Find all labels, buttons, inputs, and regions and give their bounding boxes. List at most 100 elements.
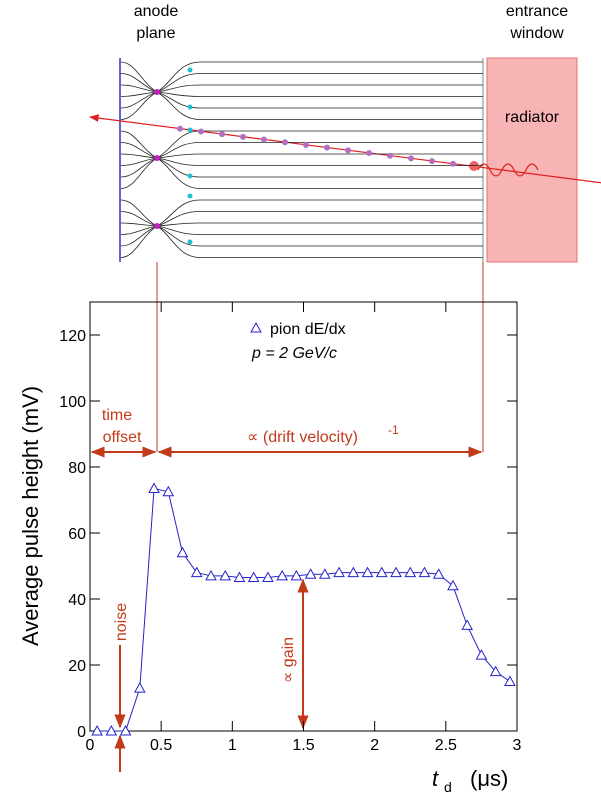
legend-symbol [250, 321, 262, 333]
field-line [156, 222, 483, 227]
anode-wire [154, 155, 160, 161]
data-point [390, 566, 402, 578]
window-label: window [509, 25, 564, 42]
x-tick-label: 0.5 [150, 737, 172, 754]
field-line [120, 91, 158, 109]
radiator [486, 57, 578, 263]
data-point [475, 649, 488, 660]
field-line [120, 130, 158, 159]
photon [477, 163, 539, 177]
data-point [262, 571, 274, 583]
field-line [156, 225, 483, 235]
field-line [156, 91, 483, 120]
data-point [247, 571, 260, 583]
window-label: entrance [506, 3, 568, 20]
y-tick-label: 40 [68, 592, 86, 609]
anode-wire [154, 89, 160, 95]
x-tick-label: 0 [86, 737, 95, 754]
data-point [404, 566, 417, 578]
field-line [156, 142, 483, 159]
data-point [276, 569, 288, 581]
data-point [489, 665, 502, 677]
x-axis-subscript: d [444, 779, 452, 795]
momentum-label: p = 2 GeV/c [251, 345, 337, 362]
y-tick-label: 80 [68, 460, 86, 477]
cluster [177, 125, 183, 132]
anode-label: plane [136, 25, 175, 42]
field-line [156, 73, 483, 93]
field-line [156, 84, 483, 93]
cluster [282, 139, 288, 146]
y-tick-label: 0 [77, 724, 86, 741]
cluster [408, 155, 414, 162]
anode-wire [154, 223, 160, 229]
cluster [366, 150, 372, 157]
annotation: ∝ gain [280, 637, 297, 683]
field-line [156, 225, 483, 258]
absorption [469, 161, 479, 171]
field-line [120, 91, 158, 97]
cathode-wire [187, 104, 193, 110]
cathode-wire [187, 193, 193, 199]
data-point [304, 568, 317, 579]
data-point [176, 546, 189, 558]
field-line [156, 199, 483, 227]
data-point [504, 675, 516, 686]
cathode-wire [187, 127, 193, 133]
y-tick-label: 20 [68, 658, 86, 675]
data-point [290, 569, 303, 581]
y-tick-label: 60 [68, 526, 86, 543]
field-line [120, 142, 158, 159]
data-point [91, 724, 103, 736]
y-tick-label: 100 [59, 394, 86, 411]
data-point [190, 566, 203, 578]
field-line [156, 61, 483, 93]
field-line [120, 84, 158, 93]
data-point [333, 566, 345, 578]
cluster [240, 133, 246, 140]
x-tick-label: 2.5 [435, 737, 457, 754]
field-line [156, 225, 483, 247]
cluster [261, 136, 267, 143]
field-line [120, 153, 158, 159]
data-point [432, 568, 445, 579]
field-line [120, 222, 158, 227]
cathode-wire [187, 239, 193, 245]
x-tick-label: 3 [513, 737, 522, 754]
data-point [105, 724, 118, 736]
cluster [387, 152, 393, 159]
x-tick-label: 2 [370, 737, 379, 754]
data-point [461, 619, 474, 630]
cluster [219, 131, 225, 138]
field-line [120, 157, 158, 178]
cluster [324, 144, 330, 151]
cluster [429, 158, 435, 165]
field-line [156, 153, 483, 159]
cluster [198, 128, 204, 135]
radiator-label: radiator [505, 109, 560, 126]
y-axis-label: Average pulse height (mV) [18, 386, 43, 646]
data-point [375, 566, 388, 578]
annotation: time [102, 407, 132, 424]
field-line [156, 157, 483, 166]
data-point [418, 566, 431, 578]
field-line [120, 157, 158, 189]
data-point [447, 579, 459, 591]
field-line [120, 211, 158, 227]
y-tick-label: 120 [59, 328, 86, 345]
x-tick-label: 1.5 [292, 737, 314, 754]
field-line [120, 73, 158, 93]
data-point [133, 682, 146, 693]
data-point [205, 569, 217, 581]
detector-diagram: anode plane entrance window radiator [89, 3, 601, 263]
data-point [148, 482, 160, 493]
field-line [120, 61, 158, 93]
field-line [156, 157, 483, 189]
field-line [120, 91, 158, 120]
cluster [450, 160, 456, 167]
data-point [119, 724, 132, 736]
field-line [156, 211, 483, 227]
anode-label: anode [134, 3, 179, 20]
cluster [345, 147, 351, 154]
